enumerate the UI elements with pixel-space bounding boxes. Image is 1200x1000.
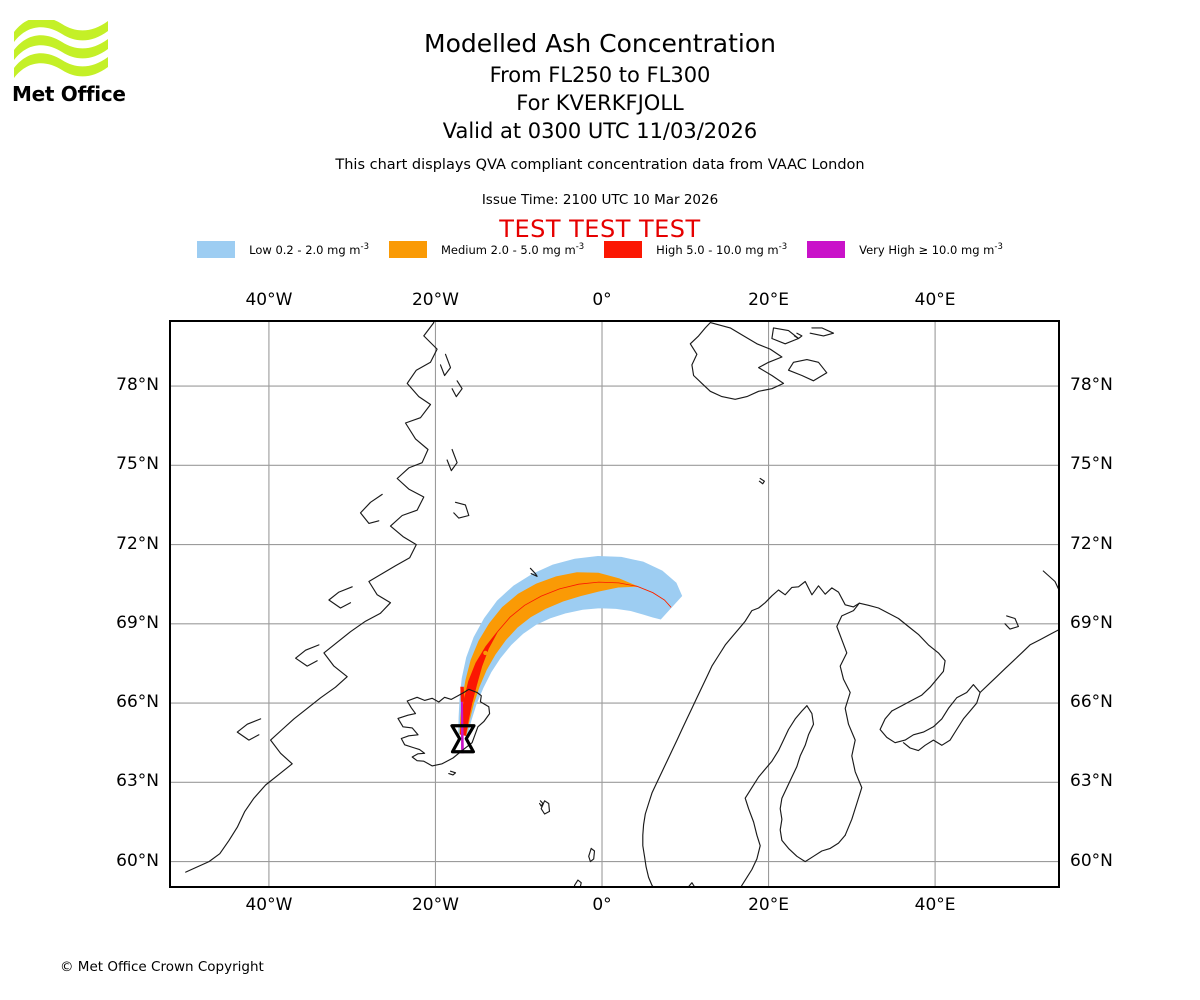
lon-tick-top-20°E: 20°E [748,290,789,310]
legend-item-very-high: Very High ≥ 10.0 mg m-3 [807,241,1003,258]
legend-swatch-medium [388,241,427,258]
lon-tick-bottom-40°W: 40°W [245,895,293,915]
volcano-marker [450,724,476,754]
lat-tick-left-69°N: 69°N [116,612,159,633]
lat-tick-right-63°N: 63°N [1070,771,1113,792]
logo-wave-2 [14,35,108,60]
coastline-sval-islet2 [793,332,803,340]
lat-tick-left-78°N: 78°N [116,375,159,396]
coastline-gr-island4 [453,501,470,519]
lon-tick-top-40°E: 40°E [914,290,956,310]
coastline-gr-island1 [439,353,452,377]
plume-speck [483,650,488,656]
coastline-iceland [397,688,491,767]
coastline-greenland-fjord2 [295,644,320,667]
legend-label-low: Low 0.2 - 2.0 mg m-3 [249,242,369,257]
coastline-faroe2 [539,800,544,807]
coastline-bear-island [758,477,765,485]
legend-swatch-high [604,241,643,258]
met-office-wave-mark [14,17,108,78]
lon-tick-bottom-20°E: 20°E [748,895,789,915]
graticule [169,320,1060,888]
copyright-footer: © Met Office Crown Copyright [60,959,264,975]
lon-tick-bottom-40°E: 40°E [914,895,956,915]
lon-tick-bottom-0°: 0° [592,895,612,915]
legend-swatch-low [197,241,236,258]
coastline-kola-north [858,602,946,712]
volcano-icon [450,724,476,754]
lat-tick-left-60°N: 60°N [116,850,159,871]
lat-tick-right-66°N: 66°N [1070,692,1113,713]
volcano-name-line: For KVERKFJOLL [516,91,684,115]
valid-time-line: Valid at 0300 UTC 11/03/2026 [442,119,758,143]
coastline-uk-orkney [573,879,582,888]
met-office-wordmark: Met Office [12,82,126,106]
coastline-gr-island3 [446,448,458,472]
coastline-russia-ne-coast [979,628,1060,694]
logo-wave-1 [14,17,108,42]
coastline-greenland-fjord3 [236,718,262,741]
coastline-greenland-east [185,320,438,873]
concentration-legend: Low 0.2 - 2.0 mg m-3 Medium 2.0 - 5.0 mg … [0,241,1200,258]
lat-tick-right-78°N: 78°N [1070,375,1113,396]
lat-tick-left-72°N: 72°N [116,533,159,554]
coastline-faroe [540,800,551,815]
lat-tick-left-63°N: 63°N [116,771,159,792]
lat-tick-right-72°N: 72°N [1070,533,1113,554]
coastline-svalbard-e [787,359,828,382]
coastline-greenland-fjord1 [328,586,353,609]
lat-tick-left-66°N: 66°N [116,692,159,713]
lon-tick-top-40°W: 40°W [245,290,293,310]
logo-wave-3 [14,53,108,78]
legend-swatch-very-high [807,241,846,258]
legend-item-low: Low 0.2 - 2.0 mg m-3 [197,241,369,258]
lat-tick-right-69°N: 69°N [1070,612,1113,633]
lat-tick-right-75°N: 75°N [1070,454,1113,475]
test-banner: TEST TEST TEST [499,215,701,243]
coastline-ice-small1 [448,770,457,776]
met-office-logo: Met Office [12,17,202,115]
coastline-kolguev [1004,615,1019,630]
coastline-norway-sweden [642,580,860,888]
legend-label-high: High 5.0 - 10.0 mg m-3 [656,242,788,257]
coastline-jan-mayen [529,567,538,577]
lon-tick-bottom-20°W: 20°W [411,895,459,915]
flight-level-line: From FL250 to FL300 [489,63,711,87]
map-plot-area [169,320,1060,888]
lat-tick-left-75°N: 75°N [116,454,159,475]
lon-tick-top-20°W: 20°W [411,290,459,310]
plume-band-high [459,581,672,736]
coastline-finland-coast [779,705,846,863]
legend-label-very-high: Very High ≥ 10.0 mg m-3 [859,242,1003,257]
map-frame [169,320,1060,888]
coastline-sval-islet1 [809,327,835,337]
coastline-finland-russia-border [836,602,863,836]
coastline-uk-shetland [588,847,596,863]
lat-tick-right-60°N: 60°N [1070,850,1113,871]
legend-item-high: High 5.0 - 10.0 mg m-3 [604,241,787,258]
coastline-svalbard-ne [771,327,800,345]
coastline-greenland-east-inner [359,493,383,524]
coastline-gr-island2 [451,380,463,398]
plume-source-core [460,686,465,702]
coastlines [185,320,1060,888]
page-title: Modelled Ash Concentration [424,29,776,58]
legend-label-medium: Medium 2.0 - 5.0 mg m-3 [440,242,585,257]
legend-item-medium: Medium 2.0 - 5.0 mg m-3 [388,241,585,258]
ash-concentration-map [169,320,1060,888]
lon-tick-top-0°: 0° [592,290,612,310]
coastline-svalbard-main [689,322,785,400]
coastline-white-sea [879,684,981,752]
qva-subtitle: This chart displays QVA compliant concen… [335,157,865,173]
issue-time: Issue Time: 2100 UTC 10 Mar 2026 [481,192,719,208]
coastline-sweden-east [694,705,808,888]
